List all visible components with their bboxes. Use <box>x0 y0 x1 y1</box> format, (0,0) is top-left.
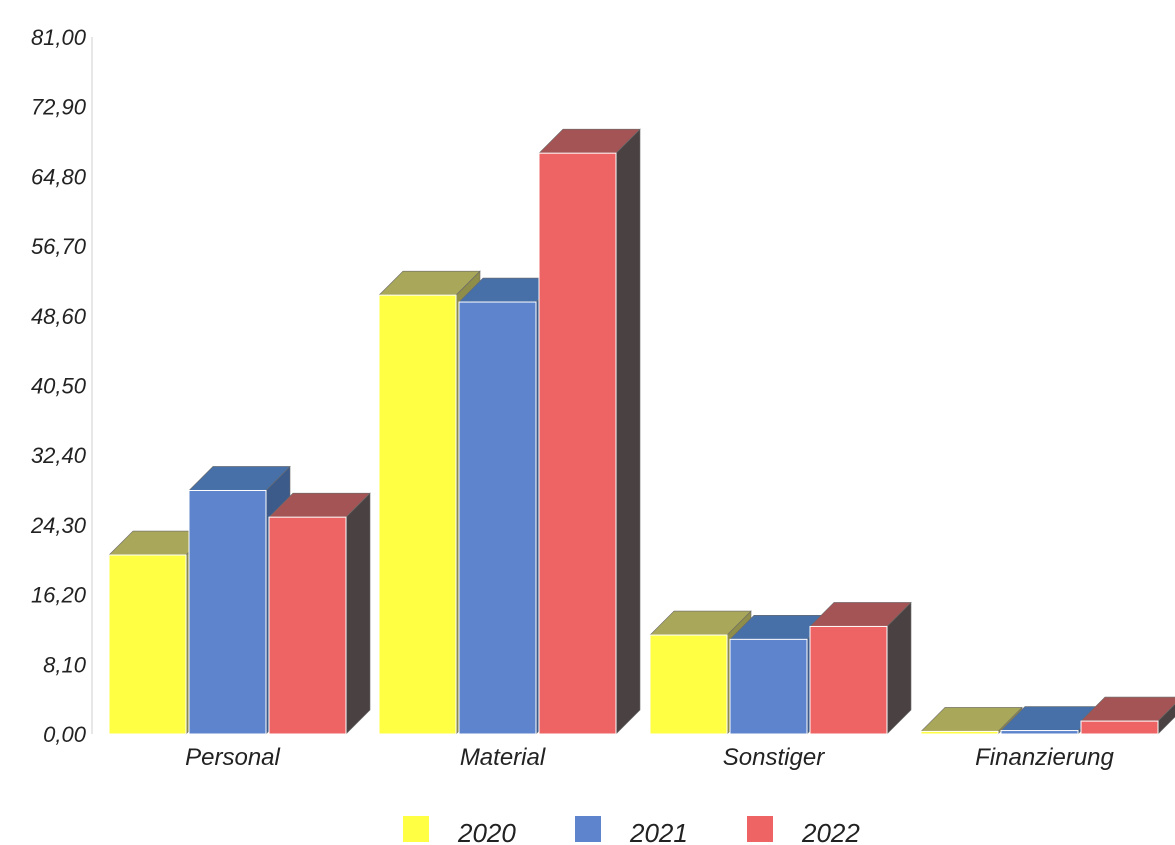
y-tick-label: 16,20 <box>31 583 87 608</box>
bar-side <box>615 128 641 735</box>
category-label: Finanzierung <box>975 744 1114 771</box>
bar-front <box>538 152 617 735</box>
bar-side <box>345 492 371 735</box>
y-tick-label: 48,60 <box>31 304 87 329</box>
bar-front <box>378 294 457 735</box>
category-label: Personal <box>185 744 280 771</box>
legend: 2020 2021 2022 <box>403 816 860 845</box>
y-tick-label: 8,10 <box>43 652 87 677</box>
bar-front <box>458 301 537 735</box>
bar-front <box>809 625 888 735</box>
legend-item-2020: 2020 <box>403 816 516 845</box>
legend-label: 2021 <box>629 818 688 845</box>
bar-personal-2022 <box>268 492 371 735</box>
bar-front <box>1080 720 1159 735</box>
bar-material-2022 <box>538 128 641 735</box>
legend-label: 2020 <box>457 818 516 845</box>
bar-top <box>1080 696 1175 722</box>
y-tick-label: 81,00 <box>31 25 87 50</box>
bar-front <box>268 516 347 735</box>
bar-front <box>729 638 808 735</box>
y-tick-label: 0,00 <box>43 722 87 747</box>
bars <box>108 128 1175 735</box>
category-label: Material <box>460 744 546 771</box>
category-label: Sonstiger <box>723 744 825 771</box>
legend-swatch <box>575 816 601 842</box>
y-tick-label: 72,90 <box>31 95 87 120</box>
category-labels: Personal Material Sonstiger Finanzierung <box>185 744 1114 771</box>
bar-front <box>1000 730 1079 735</box>
y-tick-label: 56,70 <box>31 234 87 259</box>
legend-swatch <box>403 816 429 842</box>
legend-label: 2022 <box>801 818 860 845</box>
legend-item-2022: 2022 <box>747 816 860 845</box>
legend-item-2021: 2021 <box>575 816 688 845</box>
bar-sonstiger-2022 <box>809 601 912 735</box>
bar-front <box>920 730 999 735</box>
y-tick-label: 32,40 <box>31 443 87 468</box>
y-axis: 0,00 8,10 16,20 24,30 32,40 40,50 48,60 56,70 64… <box>30 25 93 747</box>
bar-front <box>188 489 267 735</box>
y-tick-label: 40,50 <box>31 374 87 399</box>
y-tick-label: 24,30 <box>30 513 87 538</box>
bar-front <box>649 634 728 735</box>
legend-swatch <box>747 816 773 842</box>
bar-finanzierung-2022 <box>1080 696 1175 735</box>
y-tick-label: 64,80 <box>31 164 87 189</box>
bar-front <box>108 554 187 735</box>
